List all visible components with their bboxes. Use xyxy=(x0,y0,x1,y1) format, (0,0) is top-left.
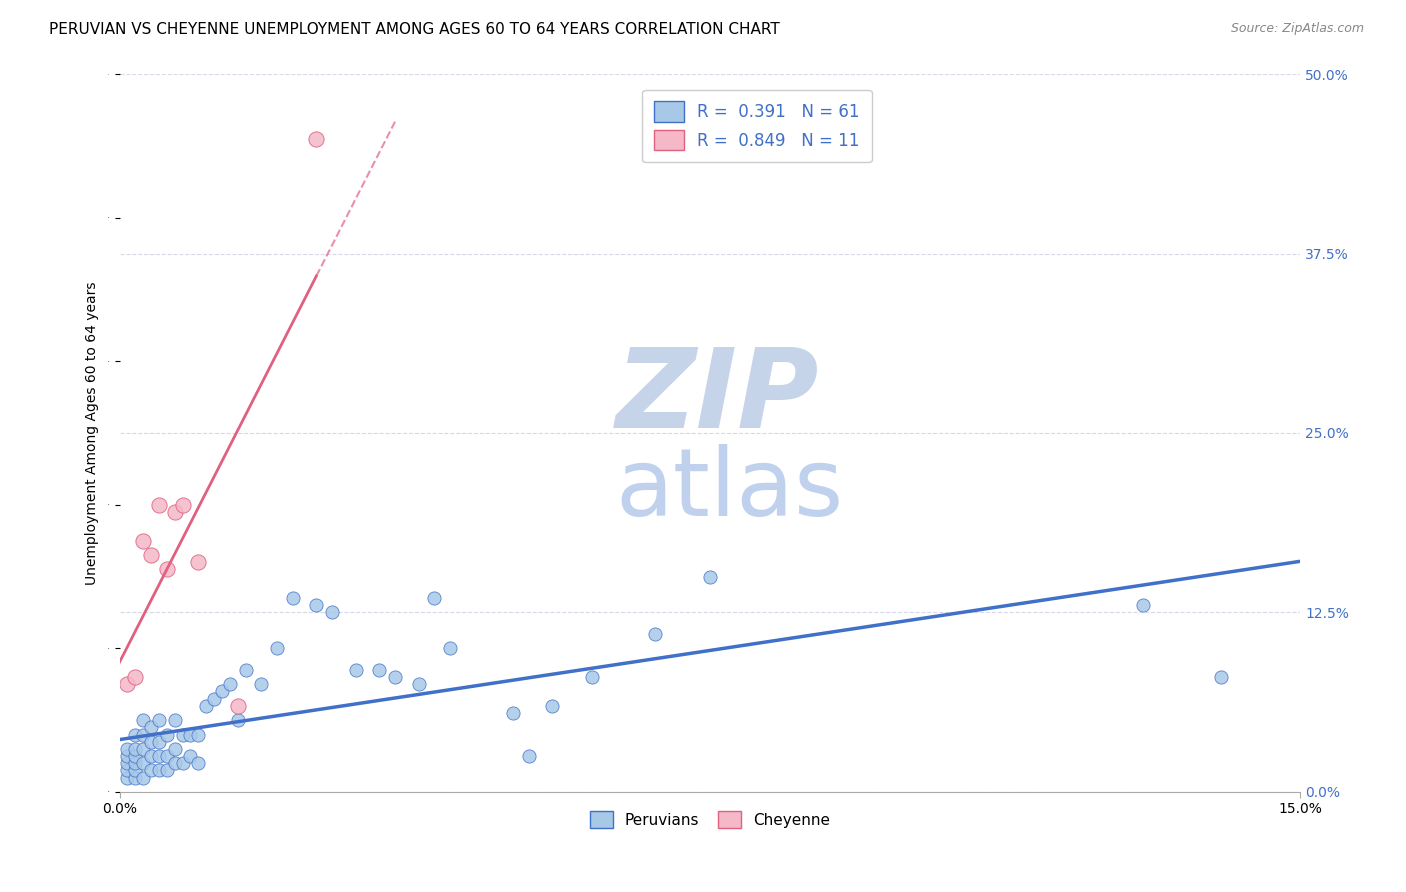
Point xyxy=(305,599,328,613)
Point xyxy=(117,764,139,778)
Point xyxy=(226,713,249,727)
Point xyxy=(139,548,162,562)
Point xyxy=(195,698,218,713)
Point xyxy=(179,749,201,764)
Point xyxy=(517,749,540,764)
Point xyxy=(163,742,186,756)
Point xyxy=(139,749,162,764)
Point xyxy=(368,663,391,677)
Point xyxy=(124,742,146,756)
Point xyxy=(139,720,162,734)
Point xyxy=(132,771,155,785)
Text: Source: ZipAtlas.com: Source: ZipAtlas.com xyxy=(1230,22,1364,36)
Point xyxy=(132,742,155,756)
Point xyxy=(156,727,179,741)
Point xyxy=(266,641,288,656)
Point xyxy=(148,764,170,778)
Point xyxy=(187,727,209,741)
Point xyxy=(148,713,170,727)
Point xyxy=(344,663,367,677)
Point xyxy=(305,131,328,145)
Point xyxy=(148,749,170,764)
Point xyxy=(163,713,186,727)
Point xyxy=(163,505,186,519)
Point xyxy=(124,727,146,741)
Point xyxy=(124,764,146,778)
Point xyxy=(423,591,446,606)
Point xyxy=(699,569,721,583)
Point xyxy=(117,749,139,764)
Point xyxy=(502,706,524,720)
Point xyxy=(117,771,139,785)
Point xyxy=(117,756,139,771)
Point xyxy=(187,756,209,771)
Point xyxy=(156,562,179,576)
Point xyxy=(117,742,139,756)
Point xyxy=(250,677,273,691)
Point xyxy=(172,756,194,771)
Point xyxy=(179,727,201,741)
Point xyxy=(148,498,170,512)
Point xyxy=(139,764,162,778)
Point xyxy=(644,627,666,641)
Point xyxy=(132,713,155,727)
Point xyxy=(281,591,304,606)
Point xyxy=(132,756,155,771)
Point xyxy=(235,663,257,677)
Point xyxy=(226,698,249,713)
Point xyxy=(211,684,233,698)
Point xyxy=(384,670,406,684)
Point xyxy=(172,727,194,741)
Point xyxy=(218,677,240,691)
Legend: Peruvians, Cheyenne: Peruvians, Cheyenne xyxy=(583,805,837,835)
Point xyxy=(541,698,564,713)
Point xyxy=(187,555,209,569)
Point xyxy=(156,749,179,764)
Point xyxy=(148,735,170,749)
Point xyxy=(202,691,225,706)
Point xyxy=(117,677,139,691)
Point xyxy=(124,771,146,785)
Point xyxy=(132,533,155,548)
Point xyxy=(1132,599,1154,613)
Point xyxy=(581,670,603,684)
Point xyxy=(132,727,155,741)
Point xyxy=(163,756,186,771)
Point xyxy=(124,749,146,764)
Y-axis label: Unemployment Among Ages 60 to 64 years: Unemployment Among Ages 60 to 64 years xyxy=(86,281,100,585)
Text: atlas: atlas xyxy=(616,444,844,536)
Point xyxy=(1211,670,1233,684)
Point xyxy=(124,670,146,684)
Point xyxy=(156,764,179,778)
Point xyxy=(124,756,146,771)
Point xyxy=(321,606,343,620)
Point xyxy=(408,677,430,691)
Point xyxy=(172,498,194,512)
Text: ZIP: ZIP xyxy=(616,343,818,450)
Point xyxy=(439,641,461,656)
Point xyxy=(139,735,162,749)
Text: PERUVIAN VS CHEYENNE UNEMPLOYMENT AMONG AGES 60 TO 64 YEARS CORRELATION CHART: PERUVIAN VS CHEYENNE UNEMPLOYMENT AMONG … xyxy=(49,22,780,37)
